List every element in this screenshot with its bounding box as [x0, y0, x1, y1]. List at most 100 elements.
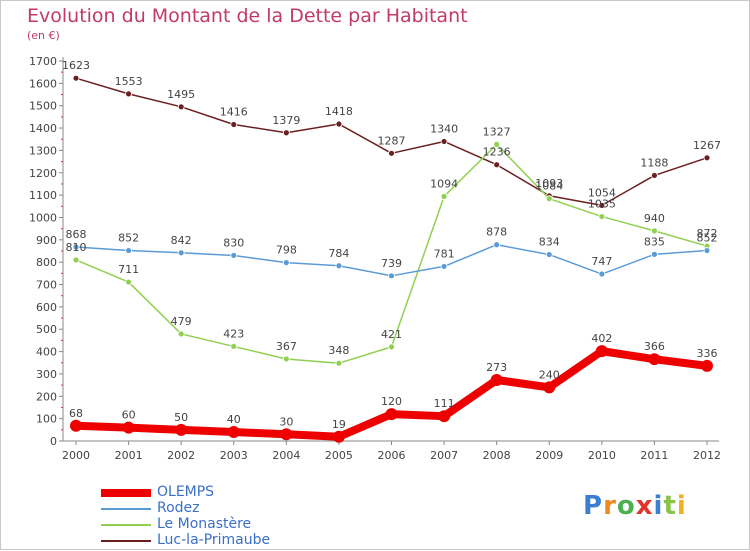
data-point — [72, 243, 80, 251]
data-point — [598, 201, 606, 209]
data-label: 1287 — [378, 134, 406, 147]
data-point — [227, 426, 240, 439]
data-point — [177, 249, 185, 257]
x-tick-label: 2011 — [640, 449, 668, 462]
y-tick-label: 800 — [36, 256, 57, 269]
data-point — [595, 345, 608, 358]
data-point — [438, 410, 451, 423]
x-tick-label: 2006 — [378, 449, 406, 462]
y-tick-label: 1400 — [29, 122, 57, 135]
y-tick-label: 900 — [36, 234, 57, 247]
data-point — [543, 381, 556, 394]
data-label: 711 — [118, 263, 139, 276]
series-line-0 — [72, 347, 711, 441]
data-point — [440, 193, 448, 200]
data-point — [335, 120, 343, 128]
data-label: 798 — [276, 244, 297, 257]
data-point — [440, 138, 448, 145]
data-label: 1495 — [167, 88, 195, 101]
data-label: 1327 — [483, 125, 511, 138]
data-point — [701, 359, 713, 372]
data-point — [388, 272, 395, 280]
legend-label: Le Monastère — [157, 516, 252, 532]
data-label: 240 — [539, 368, 560, 381]
data-point — [175, 423, 188, 436]
x-tick-label: 2005 — [325, 449, 353, 462]
data-label: 40 — [227, 413, 241, 426]
data-label: 60 — [122, 409, 136, 422]
data-label: 1236 — [483, 146, 511, 159]
x-tick-label: 2007 — [430, 449, 458, 462]
data-label: 940 — [644, 212, 665, 225]
data-point — [598, 270, 606, 278]
y-tick-label: 700 — [36, 279, 57, 292]
data-label: 421 — [381, 328, 402, 341]
data-label: 336 — [697, 347, 718, 360]
legend-label: Luc-la-Primaube — [157, 532, 271, 548]
y-tick-label: 200 — [36, 390, 57, 403]
logo-letter: i — [676, 491, 687, 521]
data-point — [388, 343, 395, 351]
data-label: 30 — [279, 415, 293, 428]
legend-label: OLEMPS — [157, 484, 215, 500]
data-point — [125, 90, 132, 98]
x-tick-label: 2002 — [167, 449, 195, 462]
data-label: 1094 — [430, 177, 458, 190]
data-label: 810 — [66, 241, 87, 254]
data-label: 1188 — [640, 156, 668, 169]
data-label: 402 — [591, 332, 612, 345]
data-label: 835 — [644, 235, 665, 248]
data-label: 68 — [69, 407, 83, 420]
x-tick-label: 2000 — [62, 449, 90, 462]
data-point — [72, 256, 80, 264]
data-label: 872 — [697, 227, 718, 240]
logo-letter: o — [616, 491, 636, 521]
data-label: 830 — [223, 236, 244, 249]
data-point — [282, 129, 290, 137]
y-tick-label: 100 — [36, 413, 57, 426]
data-label: 19 — [332, 418, 346, 431]
data-point — [493, 241, 501, 249]
data-label: 479 — [171, 315, 192, 328]
chart-unit-label: (en €) — [27, 29, 60, 42]
y-tick-label: 600 — [36, 301, 57, 314]
x-tick-label: 2012 — [693, 449, 721, 462]
data-label: 1093 — [535, 177, 563, 190]
data-point — [70, 419, 82, 432]
data-label: 1054 — [588, 186, 616, 199]
legend-swatch — [101, 540, 151, 542]
data-point — [703, 247, 711, 254]
legend-item: Le Monastère — [101, 516, 331, 533]
data-label: 111 — [434, 397, 455, 410]
data-point — [493, 161, 501, 169]
x-tick-label: 2003 — [220, 449, 248, 462]
x-tick-label: 2001 — [115, 449, 143, 462]
data-label: 739 — [381, 257, 402, 270]
y-tick-label: 1000 — [29, 211, 57, 224]
data-point — [125, 278, 132, 286]
data-point — [335, 262, 343, 270]
data-label: 1553 — [115, 75, 143, 88]
data-label: 781 — [434, 247, 455, 260]
data-point — [648, 353, 661, 366]
data-label: 1267 — [693, 139, 721, 152]
y-tick-label: 0 — [50, 435, 57, 448]
data-point — [332, 430, 345, 443]
data-point — [388, 149, 395, 157]
data-label: 1340 — [430, 122, 458, 135]
y-tick-label: 300 — [36, 368, 57, 381]
logo-letter: i — [653, 491, 664, 521]
y-tick-label: 1200 — [29, 167, 57, 180]
x-tick-label: 2004 — [272, 449, 300, 462]
data-label: 747 — [591, 255, 612, 268]
logo-letter: r — [603, 491, 617, 521]
data-label: 1035 — [588, 198, 616, 211]
y-tick-label: 1700 — [29, 55, 57, 68]
data-label: 366 — [644, 340, 665, 353]
data-label: 1416 — [220, 105, 248, 118]
y-tick-label: 500 — [36, 323, 57, 336]
data-point — [230, 121, 238, 128]
logo-letter: x — [635, 491, 654, 521]
data-point — [703, 154, 711, 162]
